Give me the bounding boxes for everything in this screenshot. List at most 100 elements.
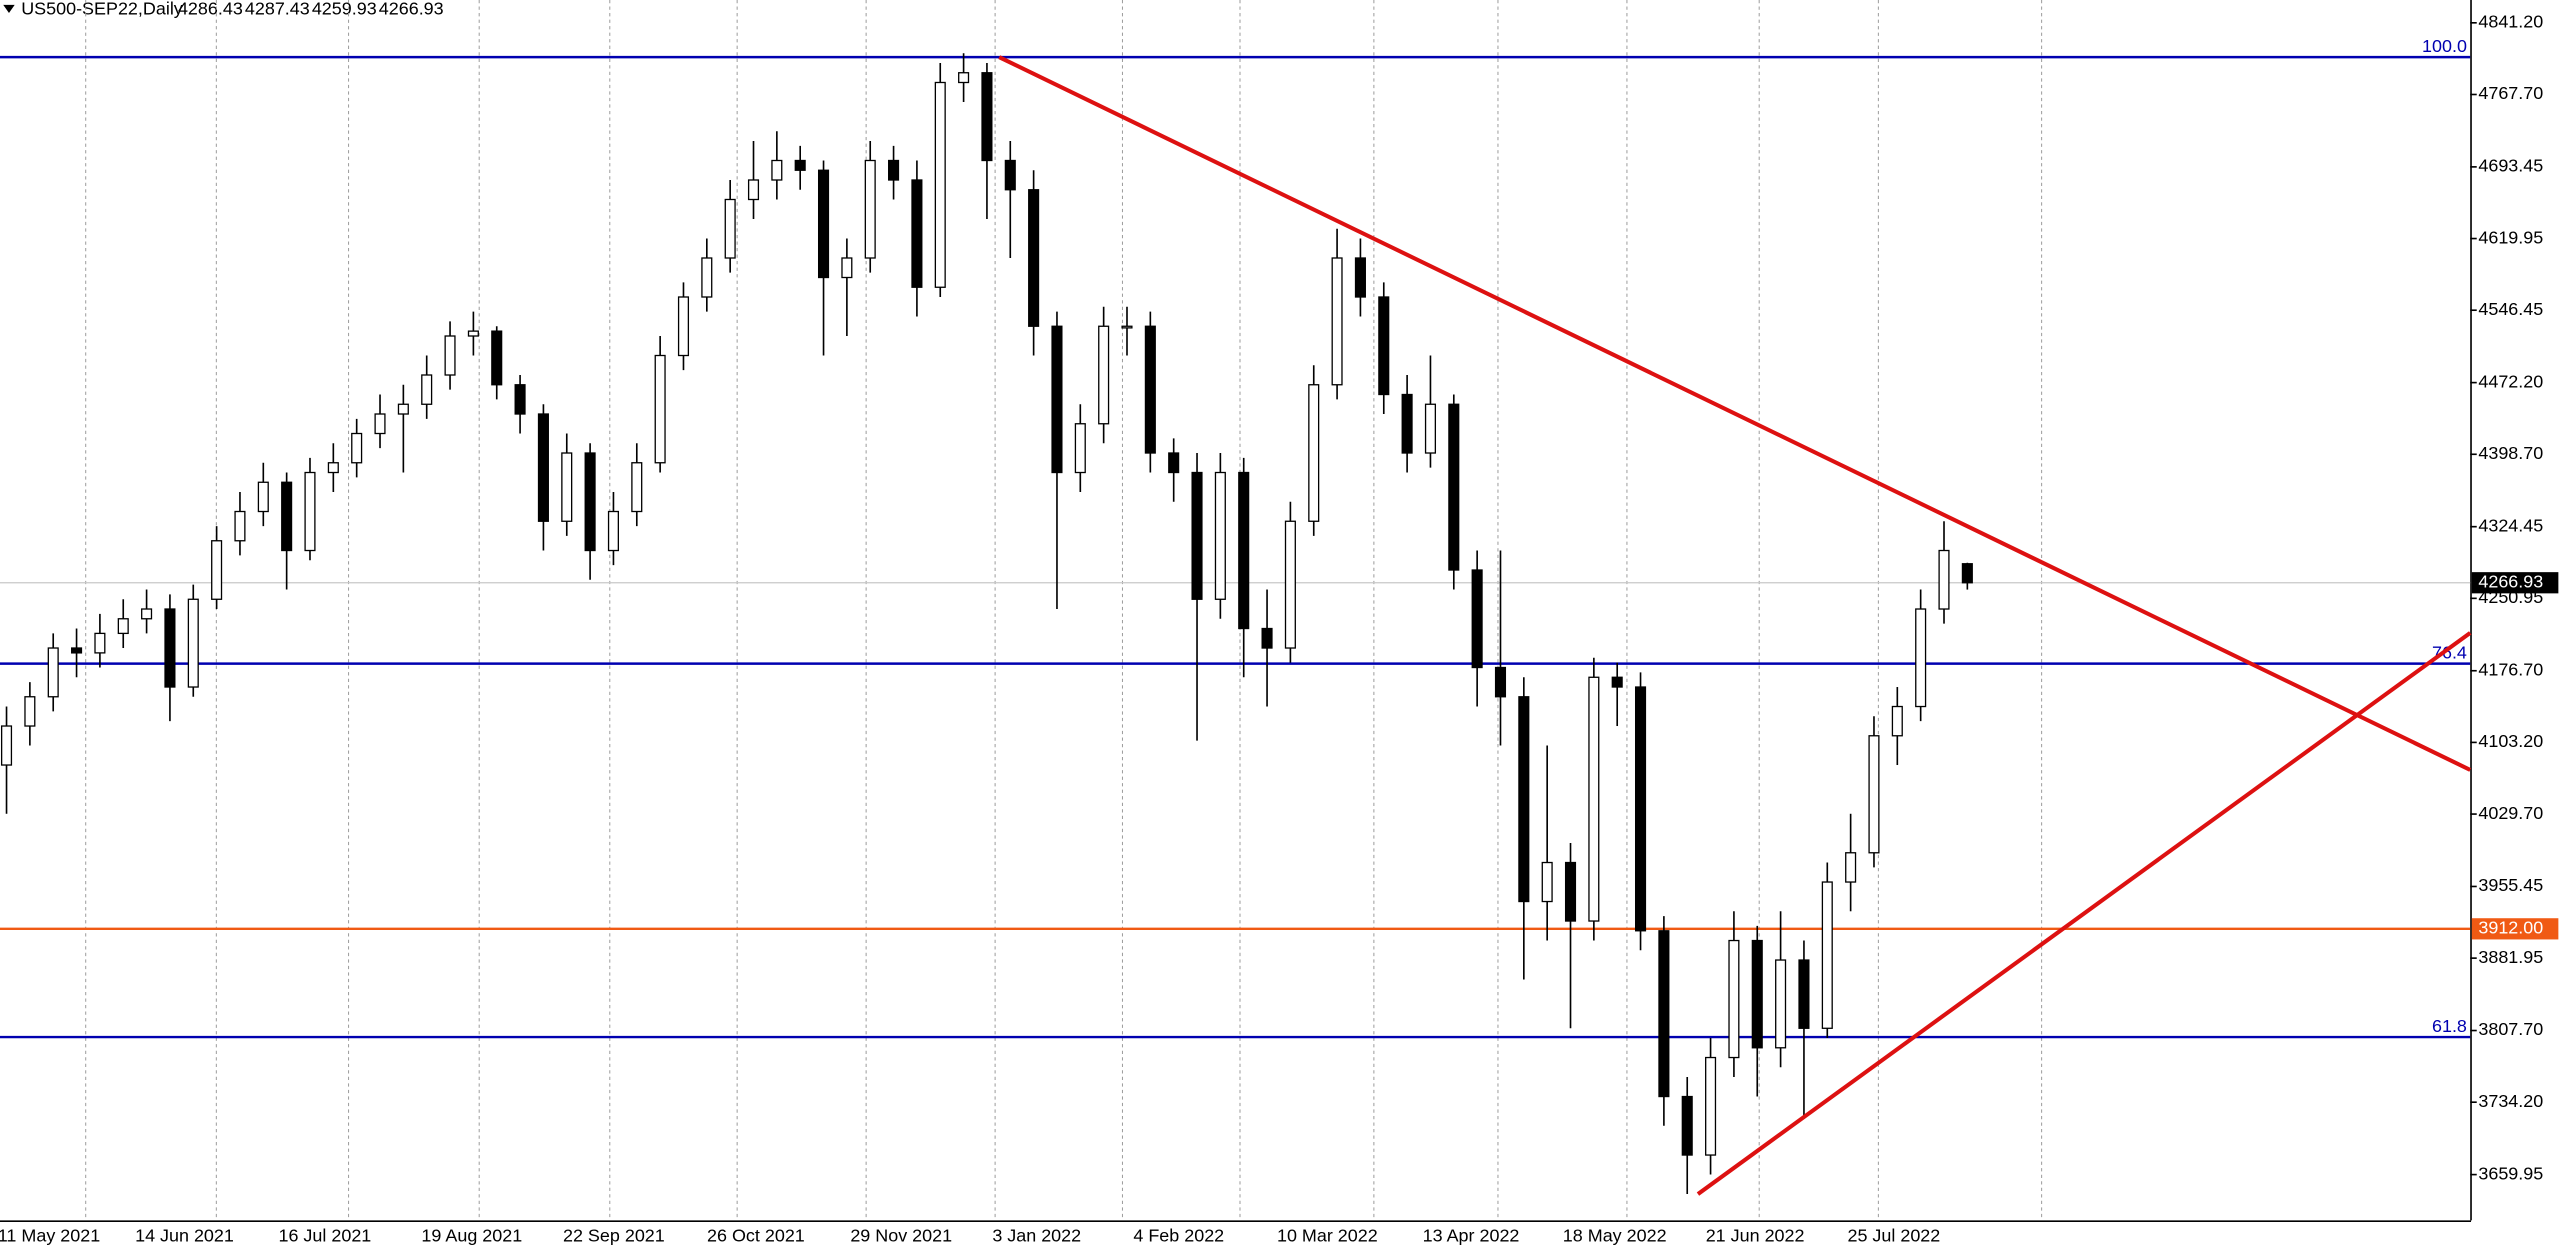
candle-body-up (94, 632, 106, 654)
candle-body-up (631, 462, 643, 513)
x-tick-label: 14 Jun 2021 (135, 1225, 234, 1245)
candle-body-up (1775, 959, 1787, 1049)
candle-body-down (1051, 325, 1063, 474)
y-tick-label: 3807.70 (2478, 1019, 2543, 1039)
candle-body-up (1821, 881, 1833, 1029)
candle-body-up (0, 725, 13, 766)
candle-body-up (1284, 520, 1296, 649)
x-tick-label: 19 Aug 2021 (421, 1225, 522, 1245)
x-tick-label: 13 Apr 2022 (1423, 1225, 1520, 1245)
x-tick-label: 29 Nov 2021 (850, 1225, 952, 1245)
candle-body-up (1728, 939, 1740, 1059)
x-tick-label: 11 May 2021 (0, 1225, 100, 1245)
candle-body-down (281, 481, 293, 552)
candle-body-down (1191, 471, 1203, 600)
candle-body-down (1471, 569, 1483, 669)
candle-body-down (1564, 861, 1577, 922)
candle-body-down (1378, 296, 1390, 396)
candle-body-up (234, 510, 246, 542)
current-price-label: 4266.93 (2478, 571, 2543, 591)
candle-body-down (1494, 666, 1507, 698)
candle-body-up (654, 354, 666, 464)
y-tick-label: 4103.20 (2478, 731, 2543, 751)
candle-body-up (677, 296, 690, 357)
candle-body-up (117, 618, 129, 635)
candle-body-up (1098, 325, 1110, 425)
candle-body-down (1448, 403, 1460, 571)
candle-body-down (1261, 627, 1273, 649)
candle-body-up (141, 608, 153, 620)
candle-body-down (71, 647, 83, 654)
y-tick-label: 3734.20 (2478, 1091, 2543, 1111)
menu-arrow[interactable] (3, 4, 15, 14)
candle-body-up (421, 374, 433, 405)
candle-body-up (561, 452, 573, 522)
y-tick-label: 3881.95 (2478, 947, 2543, 967)
trendline (1696, 631, 2472, 1196)
candle-body-up (47, 647, 59, 698)
candle-body-up (1845, 852, 1857, 883)
candle-body-down (981, 72, 993, 162)
candle-body-down (1238, 471, 1250, 630)
candle-body-up (1424, 403, 1437, 454)
y-tick-label: 4398.70 (2478, 443, 2543, 463)
y-tick-label: 4841.20 (2478, 12, 2543, 32)
candle-body-down (1751, 939, 1763, 1049)
candle-body-down (1028, 189, 1040, 327)
candle-body-down (584, 452, 596, 552)
candle-body-up (934, 81, 946, 288)
candle-body-down (491, 330, 503, 386)
candle-body-down (514, 384, 526, 415)
candle-body-down (1401, 393, 1413, 454)
candle-body-up (864, 159, 876, 259)
candle-body-down (911, 179, 923, 288)
x-tick-label: 3 Jan 2022 (992, 1225, 1081, 1245)
candle-body-up (187, 598, 199, 688)
candle-body-up (211, 540, 223, 600)
candle-body-up (724, 198, 736, 259)
support-price-tag (2471, 918, 2559, 940)
candle-body-down (1634, 686, 1647, 932)
fib-level-label: 100.0 (2422, 36, 2467, 56)
y-tick-label: 4767.70 (2478, 83, 2543, 103)
candle-body-down (1354, 257, 1366, 298)
candle-body-up (1891, 705, 1903, 737)
y-tick-label: 4324.45 (2478, 515, 2543, 535)
x-tick-label: 16 Jul 2021 (278, 1225, 371, 1245)
candle-body-up (1308, 384, 1320, 522)
candle-body-down (537, 413, 549, 522)
candle-body-up (607, 510, 620, 552)
candle-body-up (1705, 1056, 1717, 1156)
candle-body-up (1915, 608, 1927, 708)
header-price: 4259.93 (312, 0, 377, 19)
candle-body-down (1518, 696, 1530, 903)
candle-body-up (467, 330, 479, 337)
candle-body-up (397, 403, 409, 415)
candle-body-up (1214, 471, 1226, 600)
candle-body-up (1331, 257, 1343, 386)
y-tick-label: 3659.95 (2478, 1163, 2543, 1183)
candle-body-up (1588, 676, 1600, 922)
y-tick-label: 3955.45 (2478, 875, 2543, 895)
candle-body-up (304, 471, 316, 552)
candle-body-down (1004, 159, 1016, 191)
x-tick-label: 18 May 2022 (1563, 1225, 1667, 1245)
candle-body-down (1798, 959, 1810, 1029)
candle-body-up (701, 257, 713, 298)
x-tick-label: 10 Mar 2022 (1277, 1225, 1378, 1245)
y-tick-label: 4176.70 (2478, 659, 2543, 679)
y-tick-label: 4619.95 (2478, 227, 2543, 247)
candle-body-up (1938, 549, 1950, 610)
header-price: 4286.43 (178, 0, 243, 19)
candle-body-down (164, 608, 176, 688)
current-price-tag (2471, 572, 2559, 594)
candle-body-up (327, 462, 339, 474)
candle-body-down (794, 159, 806, 171)
candle-body-up (444, 335, 456, 376)
candle-body-up (1074, 423, 1086, 474)
header-price: 4266.93 (379, 0, 444, 19)
y-tick-label: 4472.20 (2478, 371, 2543, 391)
candle-body-up (257, 481, 269, 513)
